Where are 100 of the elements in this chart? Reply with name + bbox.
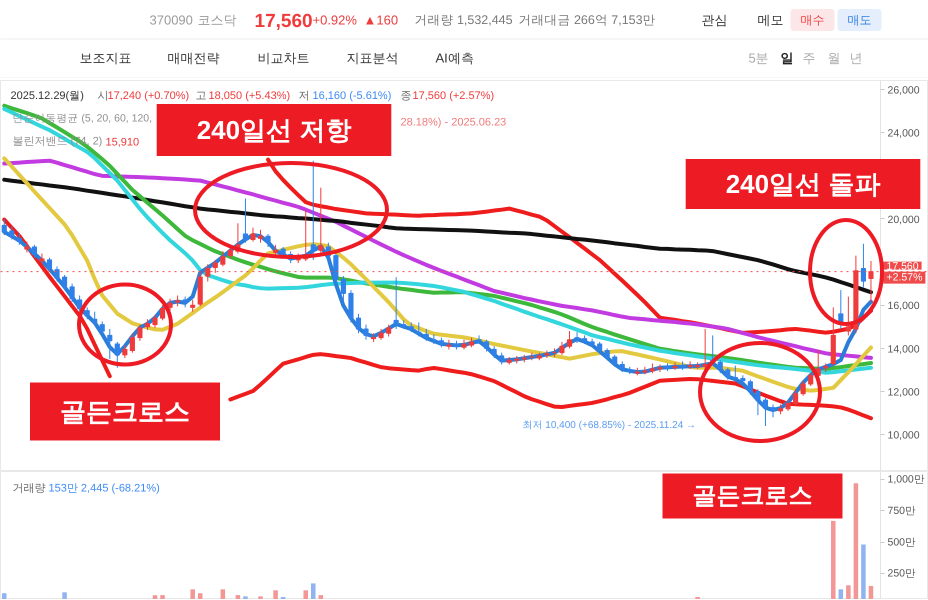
candlestick: [54, 266, 60, 282]
candlestick: [39, 252, 45, 265]
text: 관심: [702, 12, 728, 28]
candlestick: [205, 264, 210, 282]
candlestick: [597, 341, 602, 354]
candlestick: [718, 360, 723, 374]
candlestick: [612, 354, 618, 368]
candlestick: [431, 334, 436, 345]
candlestick: [182, 296, 188, 308]
candlestick: [416, 322, 422, 337]
annotation: 17,240 (+0.70%): [108, 90, 190, 102]
annotation: 153만 2,445 (-68.21%): [48, 482, 160, 494]
candlestick: [559, 341, 565, 356]
candlestick: [438, 337, 444, 348]
text: 17,560: [254, 11, 313, 32]
candlestick: [16, 232, 22, 246]
text: 370090: [150, 12, 193, 28]
candlestick: [461, 339, 467, 350]
text: +0.92%: [312, 12, 358, 28]
candlestick: [499, 352, 504, 366]
candlestick: [785, 400, 791, 412]
candlestick: [152, 314, 158, 328]
annotation: 저: [298, 90, 310, 102]
candlestick: [408, 322, 414, 333]
candlestick: [77, 295, 82, 312]
text: 비교차트: [258, 50, 310, 66]
text: ▲160: [364, 12, 398, 28]
candlestick: [2, 218, 7, 236]
candlestick: [175, 295, 180, 307]
candlestick: [394, 276, 399, 330]
candlestick: [793, 388, 798, 406]
candlestick: [265, 234, 271, 248]
text: 매도: [848, 13, 872, 27]
candlestick: [250, 227, 256, 242]
candlestick: [212, 259, 218, 274]
y-tick-label: 750만: [888, 504, 916, 517]
annotation: 17,560 (+2.57%): [412, 90, 494, 102]
annotation: 골든크로스: [60, 396, 190, 426]
candlestick: [137, 324, 142, 342]
candlestick: [318, 187, 324, 254]
candlestick: [860, 243, 866, 288]
candlestick: [273, 244, 278, 256]
candlestick: [484, 339, 490, 352]
candlestick: [258, 229, 264, 244]
candlestick: [122, 344, 128, 359]
ref-line-label: 17,560 +2.57%: [886, 260, 922, 284]
candlestick: [70, 283, 75, 302]
y-tick-label: 500만: [888, 536, 916, 548]
candlestick: [144, 318, 150, 331]
candlestick: [604, 348, 610, 361]
y-tick-label: 14,000: [888, 343, 920, 356]
candlestick: [755, 388, 760, 416]
annotation: 2025.12.29(월): [10, 90, 84, 102]
text: 거래량 1,532,445: [414, 13, 513, 27]
y-tick-label: 24,000: [888, 128, 920, 140]
annotation: 볼린저밴드 (74, 2): [12, 136, 102, 148]
candlestick: [168, 298, 173, 312]
candlestick: [378, 328, 384, 340]
candlestick: [32, 244, 37, 258]
candlestick: [868, 260, 874, 302]
candlestick: [130, 332, 135, 354]
candlestick: [220, 250, 226, 267]
y-tick-label: 12,000: [888, 386, 920, 398]
annotation: 18,050 (+5.43%): [208, 90, 290, 102]
candlestick: [800, 380, 806, 396]
text: 년: [850, 50, 862, 66]
annotation: 최저 10,400 (+68.85%) - 2025.11.24 →: [522, 420, 696, 431]
candlestick: [566, 330, 572, 349]
text: 월: [828, 50, 840, 66]
annotation: 28.18%) - 2025.06.23: [400, 116, 506, 128]
candlestick: [446, 339, 452, 350]
candlestick: [114, 341, 120, 368]
y-tick-label: 250만: [888, 568, 916, 580]
text: 지표분석: [346, 50, 398, 66]
candlestick: [84, 306, 90, 320]
candlestick: [340, 276, 346, 302]
candlestick: [333, 252, 338, 286]
annotation: 거래량: [12, 482, 46, 494]
candlestick: [24, 241, 30, 253]
text: 코스닥: [198, 12, 236, 28]
candlestick: [62, 274, 68, 290]
annotation: 종: [400, 90, 412, 102]
candlestick: [363, 324, 369, 340]
candlestick: [725, 367, 730, 380]
candlestick: [190, 299, 196, 312]
text: 일: [780, 50, 794, 66]
text: AI예측: [436, 50, 474, 66]
candlestick: [748, 379, 753, 396]
candlestick: [650, 362, 655, 374]
text: 5분: [748, 50, 769, 66]
text: 주: [802, 50, 816, 66]
y-tick-label: 16,000: [888, 300, 920, 312]
y-tick-label: 1,000만: [888, 473, 925, 486]
y-tick-label: 10,000: [888, 430, 920, 442]
annotation: 시: [98, 90, 108, 102]
annotation: 골든크로스: [692, 482, 812, 510]
y-tick-label: 20,000: [888, 214, 920, 226]
candlestick: [310, 160, 316, 260]
candlestick: [574, 332, 580, 344]
candlestick: [92, 311, 98, 326]
